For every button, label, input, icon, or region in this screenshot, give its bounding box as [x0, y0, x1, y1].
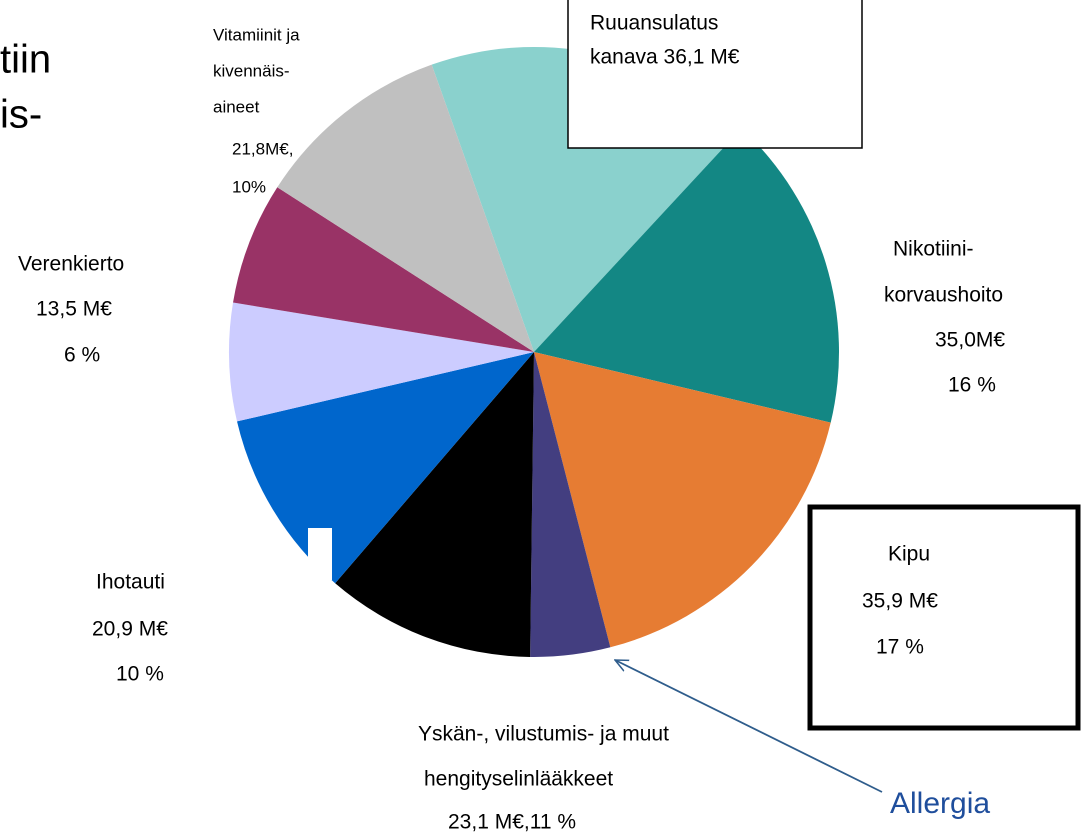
slice-label: Verenkierto [18, 253, 124, 276]
slice-label: Ihotauti [96, 571, 165, 594]
pie-slice [229, 302, 535, 422]
slice-label: Vitamiinit ja [213, 25, 300, 44]
pie-slice [530, 352, 611, 657]
slice-label: Ruuansulatus [590, 12, 718, 35]
slice-label: Kipu [888, 543, 930, 566]
title-fragment: tiin [0, 38, 51, 82]
pie-slice [277, 64, 534, 352]
slice-label: 10 % [116, 663, 164, 686]
slice-label: 21,8M€, [232, 139, 293, 158]
label-box [807, 504, 1081, 731]
slice-label: korvaushoito [884, 284, 1003, 307]
pie-slice [335, 352, 534, 657]
slice-label: 20,9 M€ [92, 618, 168, 641]
slice-label: Nikotiini- [893, 238, 974, 261]
pie-slice [233, 187, 534, 352]
pie-slice [534, 352, 831, 648]
slice-label: 17 % [876, 636, 924, 659]
slice-label: 16 % [948, 374, 996, 397]
pie-slice [237, 352, 535, 584]
slice-label: Yskän-, vilustumis- ja muut [418, 723, 669, 746]
pie [229, 47, 839, 657]
slice-label: kivennäis- [213, 61, 290, 80]
slice-label: aineet [213, 97, 260, 116]
slice-label: 23,1 M€,11 % [448, 811, 576, 834]
slice-label: 6 % [64, 344, 100, 367]
slice-label: 35,0M€ [935, 329, 1005, 352]
slice-label: 10% [232, 177, 266, 196]
pie-slice [534, 128, 839, 423]
slice-label: Allergia [890, 787, 990, 820]
arrow [615, 659, 883, 793]
slice-label: 35,9 M€ [862, 590, 938, 613]
slice-label: hengityselinlääkkeet [424, 768, 613, 791]
cover-box [308, 528, 332, 580]
slice-label: kanava 36,1 M€ [590, 46, 740, 69]
labels: Ruuansulatus kanava 36,1 M€ Nikotiini-korv… [18, 12, 1005, 834]
slice-label: 13,5 M€ [36, 298, 112, 321]
label-box [567, 0, 863, 149]
title-fragment: is- [0, 93, 42, 137]
